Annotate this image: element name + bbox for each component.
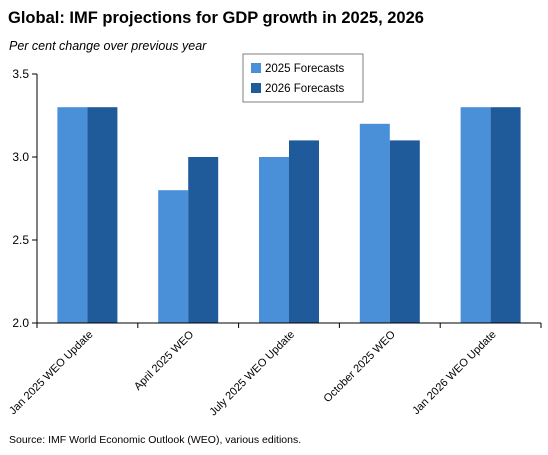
bar-2025-1 <box>57 107 88 323</box>
bar-2026-2 <box>188 157 219 323</box>
legend: 2025 Forecasts 2026 Forecasts <box>242 53 364 103</box>
source-note: Source: IMF World Economic Outlook (WEO)… <box>9 434 302 446</box>
y-tick-label: 2.5 <box>12 233 29 247</box>
bar-2025-4 <box>359 123 390 323</box>
bars-group <box>57 107 521 323</box>
chart-title: Global: IMF projections for GDP growth i… <box>8 9 424 27</box>
y-tick-label: 3.5 <box>12 67 29 81</box>
legend-swatch-2026 <box>251 83 261 93</box>
legend-label-2026: 2026 Forecasts <box>265 83 345 95</box>
bar-chart: 2.0 2.5 3.0 3.5 Jan 2025 WEO Update April 202… <box>7 53 542 419</box>
legend-box <box>242 53 364 103</box>
legend-label-2025: 2025 Forecasts <box>265 63 345 75</box>
bar-2026-4 <box>389 140 420 323</box>
x-category-label: Jan 2025 WEO Update <box>7 329 95 417</box>
bar-2026-1 <box>87 107 118 323</box>
legend-swatch-2025 <box>251 63 261 73</box>
bar-2026-5 <box>490 107 521 323</box>
x-category-label: July 2025 WEO Update <box>207 329 297 419</box>
chart-subtitle: Per cent change over previous year <box>9 39 207 53</box>
bar-2026-3 <box>289 140 319 323</box>
x-category-label: April 2025 WEO <box>132 328 197 393</box>
bar-2025-2 <box>158 190 189 323</box>
y-tick-label: 3.0 <box>12 150 29 164</box>
x-category-label: October 2025 WEO <box>322 328 399 405</box>
y-tick-label: 2.0 <box>12 316 29 330</box>
x-category-label: Jan 2026 WEO Update <box>410 329 498 417</box>
bar-2025-3 <box>259 157 289 323</box>
bar-2025-5 <box>460 107 491 323</box>
